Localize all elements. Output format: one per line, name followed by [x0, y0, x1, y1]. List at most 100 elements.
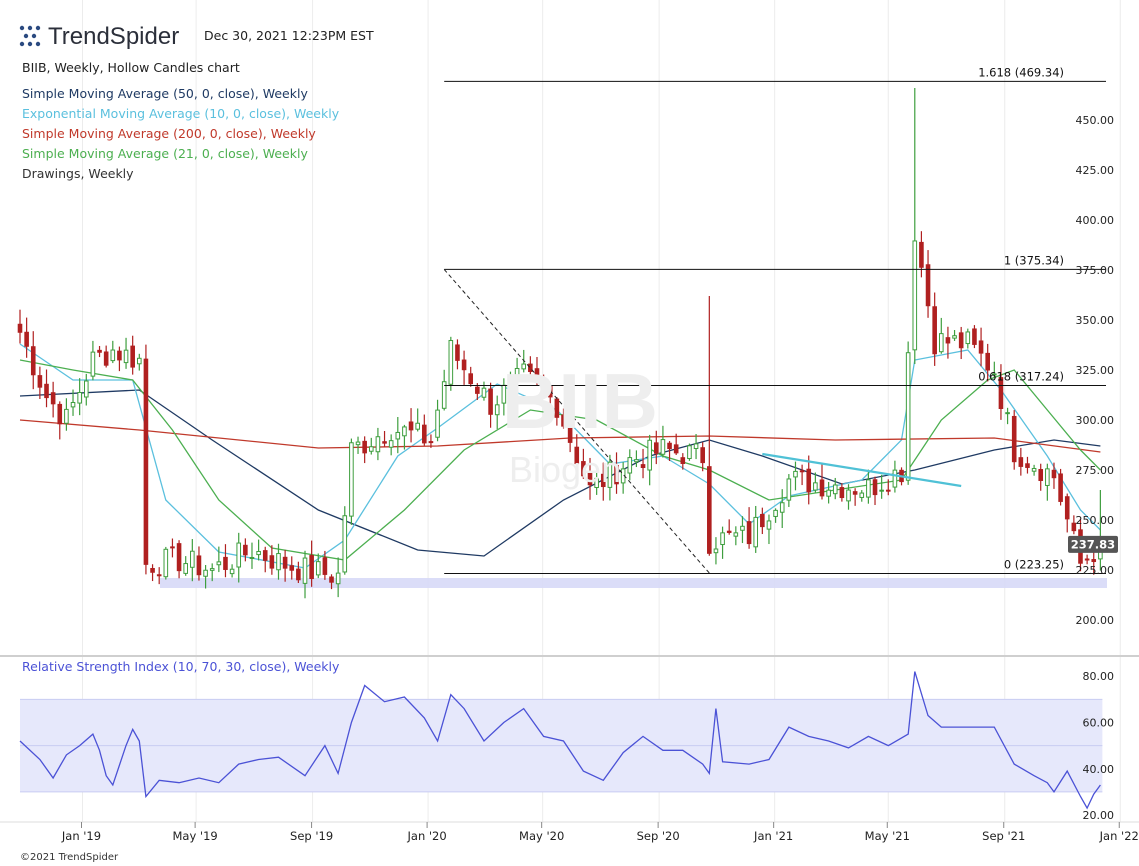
candle-body[interactable]	[1064, 496, 1070, 520]
candle-body[interactable]	[740, 525, 745, 531]
candle-body[interactable]	[30, 346, 36, 376]
candle-body[interactable]	[494, 404, 500, 416]
candles[interactable]	[17, 88, 1103, 599]
candle-body[interactable]	[309, 555, 314, 580]
candle-body[interactable]	[276, 553, 281, 571]
candle-body[interactable]	[839, 487, 845, 499]
candle-body[interactable]	[475, 386, 480, 394]
candle-body[interactable]	[302, 557, 308, 584]
candle-body[interactable]	[289, 565, 295, 571]
candle-body[interactable]	[760, 513, 765, 528]
candle-body[interactable]	[925, 264, 931, 307]
candle-body[interactable]	[70, 401, 76, 408]
candle-body[interactable]	[773, 509, 778, 517]
candle-body[interactable]	[972, 328, 977, 345]
candle-body[interactable]	[1051, 469, 1057, 479]
candle-body[interactable]	[382, 441, 387, 444]
candle-body[interactable]	[435, 409, 440, 438]
candle-body[interactable]	[958, 332, 964, 349]
rsi-panel[interactable]	[19, 671, 1103, 810]
candle-body[interactable]	[952, 335, 957, 339]
candle-body[interactable]	[117, 350, 122, 361]
candle-body[interactable]	[832, 484, 838, 495]
candle-body[interactable]	[813, 482, 818, 491]
candle-body[interactable]	[938, 333, 944, 353]
candle-body[interactable]	[156, 574, 162, 577]
candle-body[interactable]	[229, 568, 235, 575]
candle-body[interactable]	[726, 530, 732, 533]
candle-body[interactable]	[262, 550, 268, 561]
candle-body[interactable]	[368, 446, 374, 452]
candle-body[interactable]	[461, 359, 467, 371]
candle-body[interactable]	[514, 367, 520, 381]
candle-body[interactable]	[806, 468, 812, 493]
candle-body[interactable]	[488, 388, 493, 415]
candle-body[interactable]	[170, 546, 175, 549]
candle-body[interactable]	[1038, 469, 1044, 482]
candle-body[interactable]	[150, 568, 155, 573]
candle-body[interactable]	[647, 439, 652, 471]
candle-body[interactable]	[786, 478, 792, 501]
candle-body[interactable]	[395, 431, 401, 440]
candle-body[interactable]	[335, 572, 341, 585]
candle-body[interactable]	[130, 345, 135, 368]
candle-body[interactable]	[819, 479, 825, 497]
candle-body[interactable]	[713, 548, 719, 554]
candle-body[interactable]	[428, 441, 434, 444]
candle-body[interactable]	[879, 489, 884, 492]
candle-body[interactable]	[37, 375, 43, 388]
candle-body[interactable]	[932, 306, 937, 355]
candle-body[interactable]	[707, 466, 712, 554]
candle-body[interactable]	[700, 447, 705, 464]
candle-body[interactable]	[402, 426, 407, 437]
candle-body[interactable]	[746, 521, 752, 545]
candle-body[interactable]	[362, 440, 367, 454]
candle-body[interactable]	[753, 516, 759, 548]
candle-body[interactable]	[249, 556, 255, 559]
candle-body[interactable]	[852, 491, 858, 495]
candle-body[interactable]	[209, 568, 215, 571]
candle-body[interactable]	[223, 556, 228, 570]
candle-body[interactable]	[355, 441, 361, 446]
candle-body[interactable]	[296, 568, 301, 581]
candle-body[interactable]	[978, 340, 984, 354]
candle-body[interactable]	[885, 489, 891, 492]
candle-body[interactable]	[203, 569, 208, 577]
candle-body[interactable]	[83, 380, 89, 398]
candle-body[interactable]	[1045, 468, 1050, 486]
candle-body[interactable]	[282, 556, 288, 569]
candle-body[interactable]	[388, 440, 394, 448]
candle-body[interactable]	[77, 391, 82, 404]
candle-body[interactable]	[660, 439, 666, 455]
candle-body[interactable]	[587, 470, 593, 486]
candle-body[interactable]	[243, 544, 248, 556]
candle-body[interactable]	[733, 532, 739, 537]
candle-body[interactable]	[44, 383, 49, 399]
candle-body[interactable]	[607, 461, 613, 488]
candle-body[interactable]	[50, 392, 56, 405]
candle-body[interactable]	[779, 502, 785, 513]
candle-body[interactable]	[561, 414, 566, 427]
candle-body[interactable]	[614, 465, 619, 485]
candle-body[interactable]	[110, 349, 116, 362]
candle-body[interactable]	[415, 422, 420, 430]
candle-body[interactable]	[342, 515, 348, 573]
candle-body[interactable]	[766, 520, 772, 530]
candle-body[interactable]	[103, 351, 109, 366]
candle-body[interactable]	[521, 363, 527, 370]
candle-body[interactable]	[567, 425, 573, 443]
candle-body[interactable]	[859, 492, 865, 498]
drawings[interactable]	[443, 80, 1106, 574]
candle-body[interactable]	[441, 381, 447, 409]
candle-body[interactable]	[183, 563, 189, 574]
candle-body[interactable]	[653, 442, 659, 454]
candle-body[interactable]	[574, 446, 580, 465]
candle-body[interactable]	[1005, 412, 1010, 415]
candle-body[interactable]	[799, 470, 805, 473]
candle-body[interactable]	[64, 408, 69, 424]
candle-body[interactable]	[680, 457, 686, 464]
candle-body[interactable]	[57, 403, 63, 425]
candle-body[interactable]	[1031, 467, 1037, 472]
candle-body[interactable]	[322, 557, 328, 575]
candle-body[interactable]	[693, 443, 699, 450]
